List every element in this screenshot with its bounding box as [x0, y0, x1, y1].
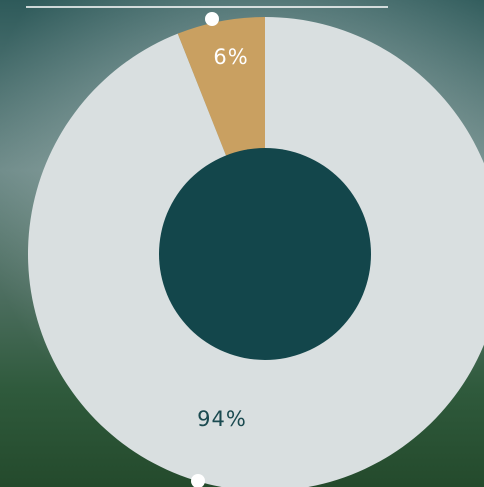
- donut-hole: [159, 148, 371, 360]
- value-label: 94%: [197, 407, 247, 431]
- dot: [191, 474, 205, 487]
- dot: [205, 12, 219, 26]
- value-label: 6%: [213, 45, 248, 69]
